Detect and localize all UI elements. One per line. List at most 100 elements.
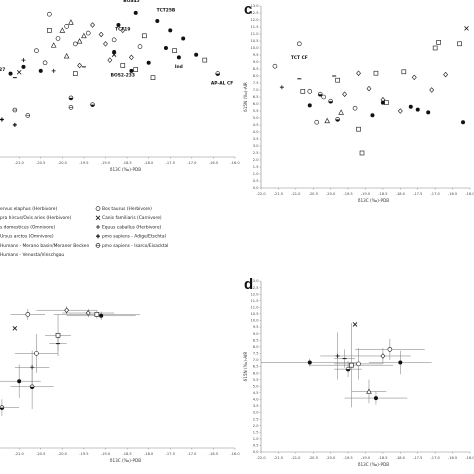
data-point (356, 126, 361, 132)
data-point (137, 44, 143, 49)
y-tick-label: 6.5 (253, 365, 259, 369)
panel-label-c: c (244, 1, 252, 18)
y-tick-label: 11.0 (250, 32, 259, 36)
x-tick-label: -20.0 (58, 452, 68, 456)
x-tick-label: -19.0 (101, 161, 111, 165)
data-point (29, 384, 35, 390)
series-equus-caballus-herbivore (279, 85, 284, 90)
data-point (47, 11, 52, 17)
data-point (77, 62, 82, 69)
y-tick-label: 5.5 (253, 378, 259, 382)
y-tick-label: 13.0 (250, 279, 259, 283)
series-bos-taurus-herbivore (34, 11, 143, 66)
series-equus-caballus-herbivore (21, 58, 56, 73)
data-point (370, 113, 375, 118)
data-point (464, 26, 469, 31)
x-tick-label: -18.0 (396, 456, 406, 460)
y-tick-label: 3.5 (253, 404, 259, 408)
point-annotation: BOS45 (123, 0, 139, 4)
series-bos-taurus-herbivore (272, 41, 358, 125)
data-point (72, 71, 78, 76)
y-tick-label: 5.5 (253, 109, 259, 113)
data-point (30, 365, 35, 370)
data-point (415, 107, 420, 112)
y-tick-label: 2.0 (253, 158, 259, 162)
y-tick-label: 3.5 (253, 137, 259, 141)
x-tick-label: -21.0 (291, 456, 301, 460)
data-point (461, 120, 466, 125)
y-tick-label: 9.0 (253, 60, 259, 64)
data-point (345, 366, 351, 372)
x-tick-label: -18.5 (122, 161, 131, 165)
data-point (432, 45, 438, 51)
series-ursus-arctos-omnivore (12, 66, 86, 79)
data-point (321, 94, 327, 100)
data-point (215, 71, 221, 76)
x-tick-label: -21.0 (291, 192, 301, 196)
series-humans-venosta-vinschgau (68, 71, 221, 107)
legend-entry-capra-hircus-ovis-aries-herbivore: pra hircus/Ovis aries (Herbivore) (0, 215, 72, 221)
x-tick-label: -19.0 (361, 456, 371, 460)
y-tick-label: 10.5 (250, 312, 258, 316)
data-point (202, 57, 208, 63)
data-point (324, 117, 330, 124)
x-tick-label: -16.0 (465, 192, 474, 196)
data-point (12, 326, 18, 331)
data-point (373, 70, 379, 76)
x-tick-label: -20.5 (309, 192, 318, 196)
y-tick-label: 3.0 (253, 144, 259, 148)
x-tick-label: -21.5 (274, 456, 283, 460)
series-cervus-elaphus-herbivore (349, 362, 354, 368)
point-annotation: Ind (175, 64, 183, 70)
x-tick-label: -16.5 (209, 161, 218, 165)
series-cervus-elaphus-herbivore (300, 40, 462, 156)
data-point (411, 74, 417, 81)
data-point (98, 31, 104, 38)
legend-entry-cervus-elaphus-herbivore: ervus elaphus (Herbivore) (0, 206, 57, 212)
data-point (384, 100, 389, 105)
data-point (16, 69, 22, 75)
legend: ervus elaphus (Herbivore) Bos taurus (Her… (0, 206, 168, 258)
x-tick-label: -22.0 (256, 456, 266, 460)
y-tick-label: 11.0 (250, 306, 259, 310)
x-tick-label: -16.0 (465, 456, 474, 460)
x-tick-label: -20.0 (326, 456, 336, 460)
series-capra-ovis-aries-herbivore (324, 109, 344, 124)
data-point (68, 95, 74, 101)
data-point (34, 48, 39, 53)
series-ursus-arctos-omnivore (297, 75, 337, 80)
panel-a-x-axis-label: δ13C (‰)-PDB (110, 167, 141, 172)
series-capra-ovis-aries-herbivore (366, 388, 372, 394)
series-sus-domesticus-omnivore (380, 353, 386, 359)
y-tick-label: 13.0 (250, 4, 259, 8)
x-tick-label: -17.5 (166, 161, 175, 165)
x-tick-label: -22.0 (256, 192, 266, 196)
data-point (408, 104, 413, 109)
y-tick-label: 12.5 (250, 11, 258, 15)
x-tick-label: -16.5 (209, 452, 218, 456)
data-point (272, 63, 278, 69)
y-tick-label: 7.5 (253, 352, 259, 356)
data-point (51, 68, 56, 73)
data-point (55, 36, 61, 41)
panel-c-x-axis-label: δ13C (‰)-PDB (358, 198, 389, 203)
x-tick-label: -19.5 (79, 161, 88, 165)
data-point (17, 379, 22, 384)
legend-entry-humans-venosta-vinschgau: Humans - Venosta/Vinschgau (0, 252, 64, 258)
data-point (133, 67, 139, 72)
data-point (85, 30, 91, 36)
data-point (64, 24, 69, 29)
series-equus-caballus-herbivore (30, 365, 35, 370)
x-tick-label: -20.0 (58, 161, 68, 165)
y-tick-label: 12.5 (250, 286, 258, 290)
data-point (279, 85, 284, 90)
x-tick-label: -17.5 (413, 192, 422, 196)
data-point (59, 27, 66, 33)
data-point (90, 22, 95, 28)
x-tick-label: -18.0 (144, 452, 154, 456)
series-humans-venosta-vinschgau (0, 384, 35, 410)
panel-b-x-axis-label: δ13C (‰)-PDB (110, 458, 141, 463)
series-sus-domesticus-omnivore (342, 70, 449, 114)
y-tick-label: 4.0 (253, 398, 259, 402)
y-tick-label: 11.5 (250, 25, 258, 29)
